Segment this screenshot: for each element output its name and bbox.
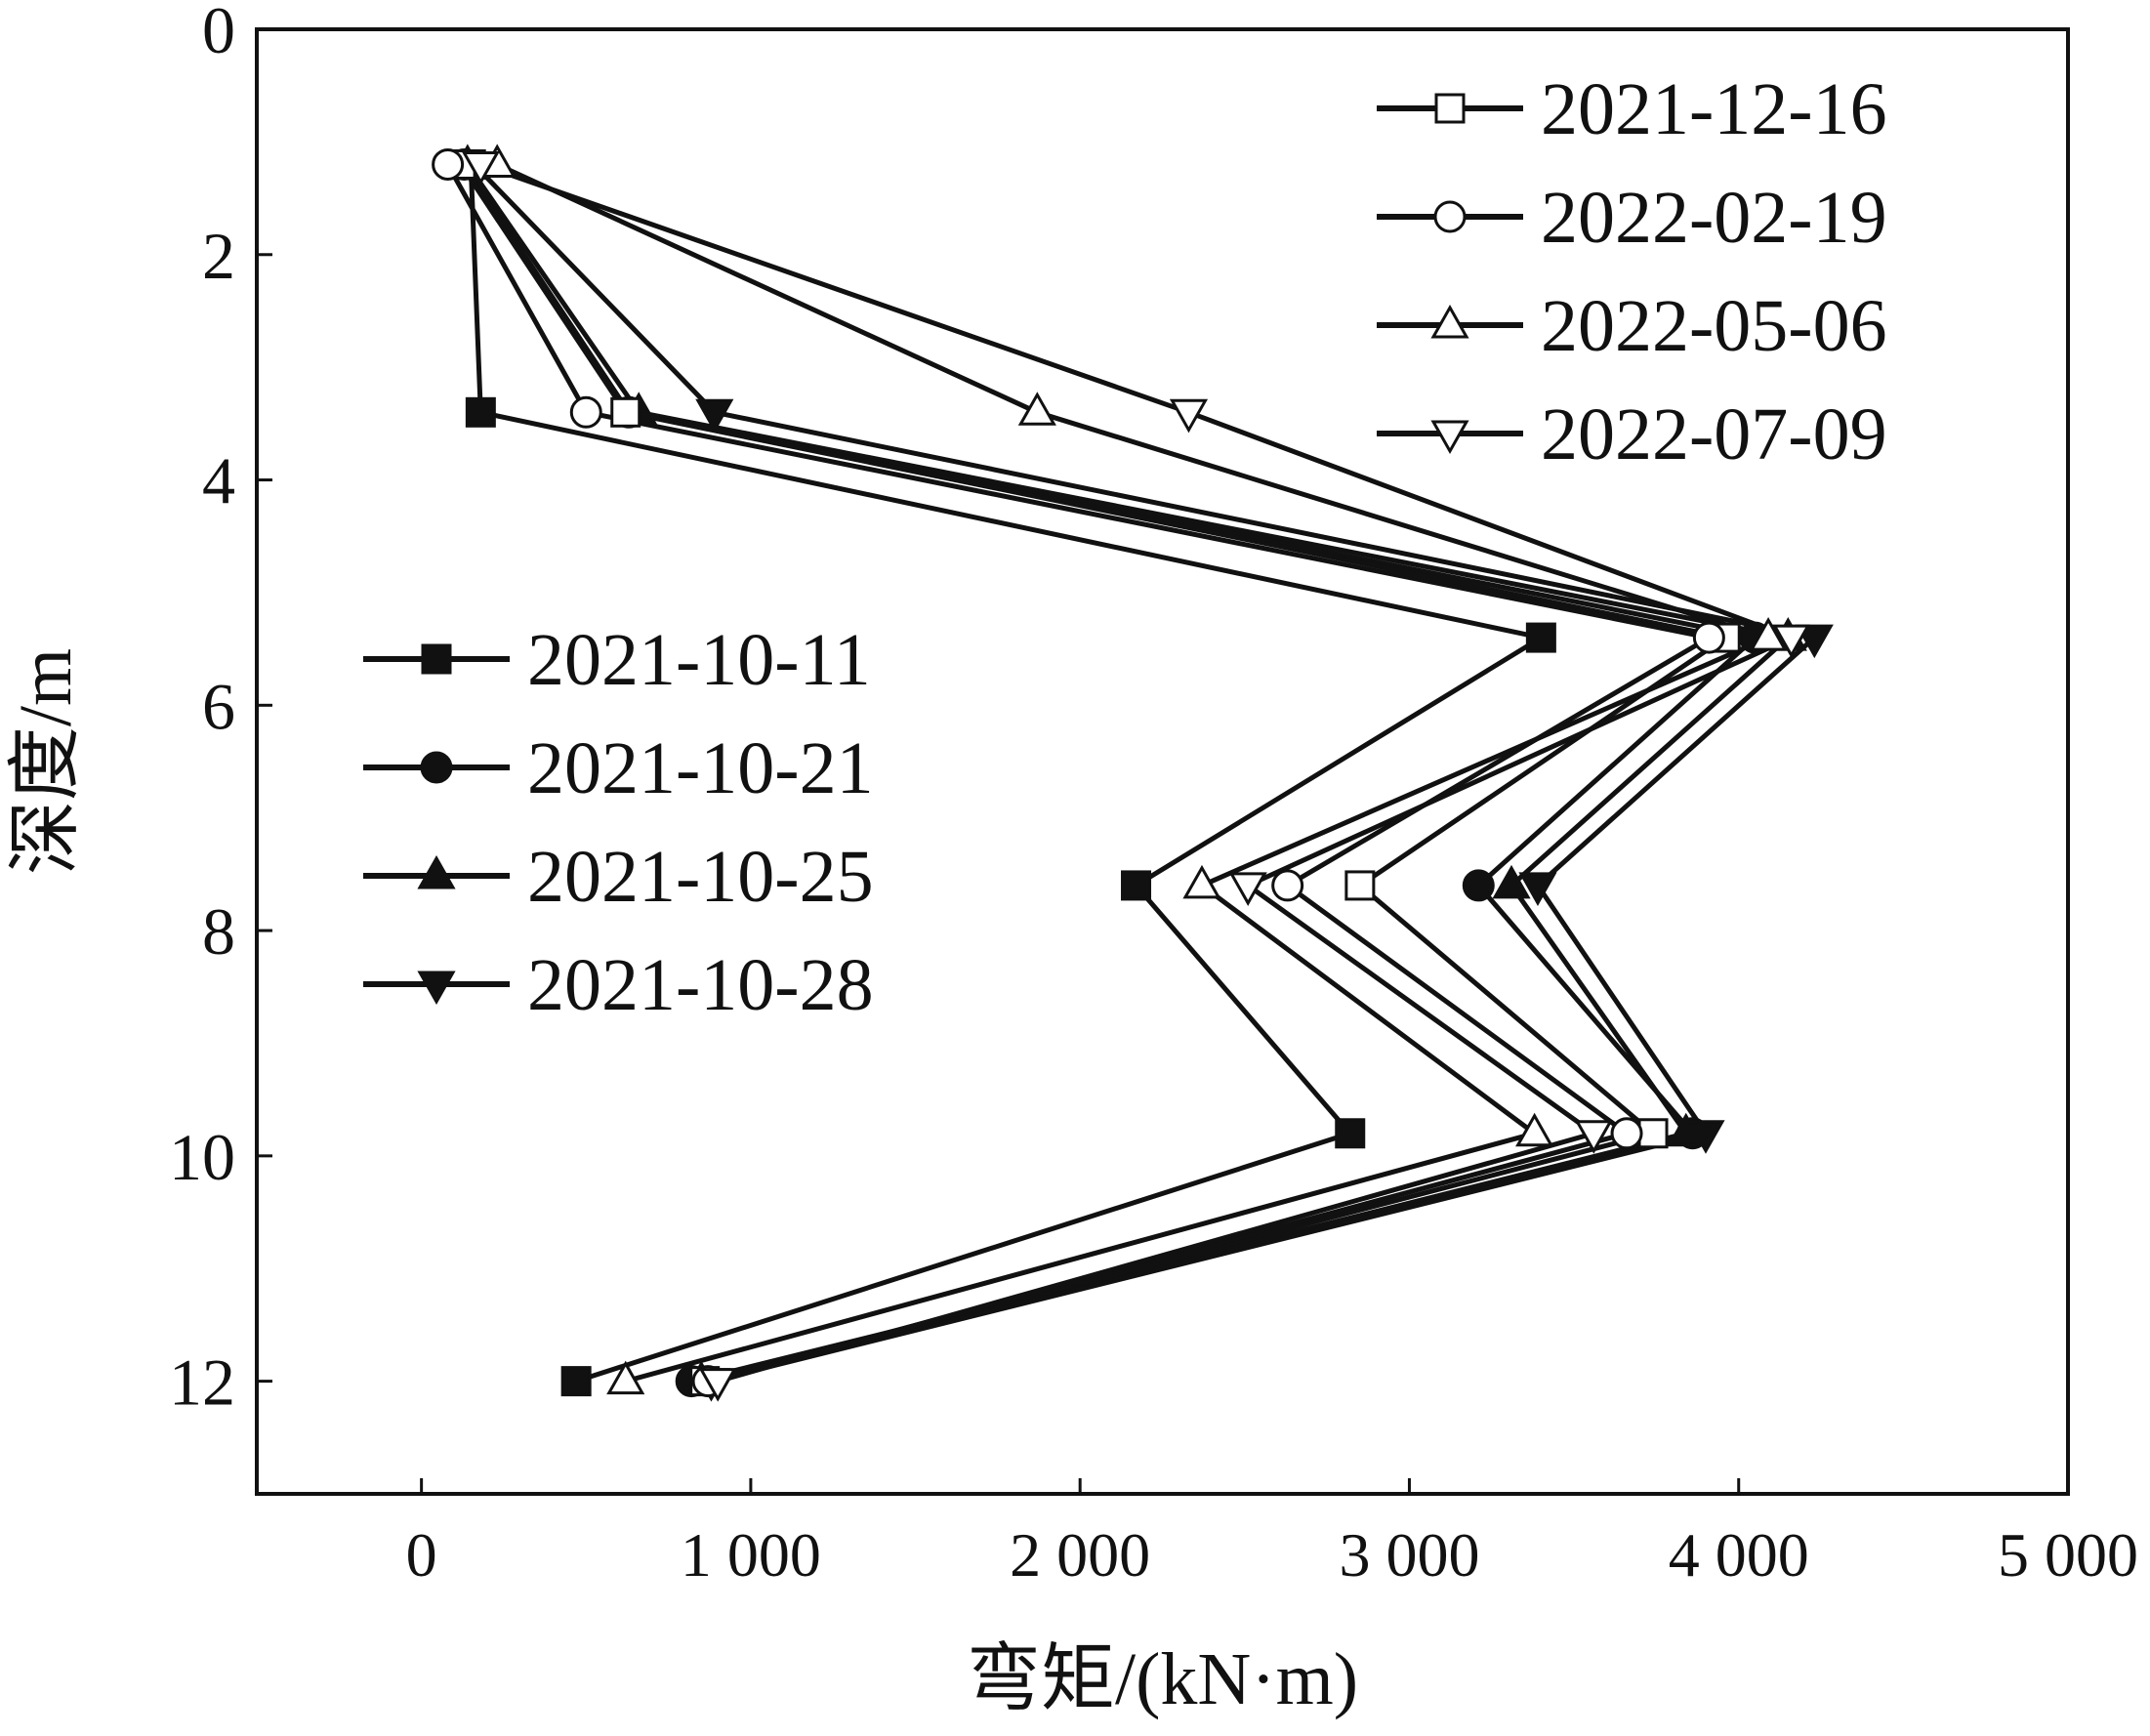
series-point-2022-02-19 <box>1610 1117 1643 1150</box>
legend-label: 2021-10-28 <box>527 944 874 1026</box>
legend-marker-sample <box>420 751 453 784</box>
series-point-2022-02-19 <box>569 395 602 429</box>
series-point-2021-10-11 <box>1525 622 1556 653</box>
y-tick-label: 4 <box>202 444 235 518</box>
y-tick-label: 8 <box>202 894 235 969</box>
series-point-2021-10-11 <box>560 1366 592 1397</box>
legends-layer: 2021-10-11 2021-10-21 2021-10-25 2021-10-28… <box>363 68 1887 1026</box>
legend-top-right: 2021-12-16 2022-02-19 2022-05-06 2022-07-09 <box>1377 68 1887 475</box>
series-point-2022-07-09 <box>1228 872 1267 906</box>
x-tick-label: 0 <box>406 1520 437 1590</box>
legend-marker-sample <box>417 854 456 889</box>
legend-label: 2021-10-21 <box>527 727 874 809</box>
series-line-2022-05-06 <box>496 162 1771 1385</box>
y-tick-label: 0 <box>202 0 235 67</box>
series-point-2021-10-28 <box>1686 1120 1725 1154</box>
y-tick-label: 6 <box>202 669 235 743</box>
x-tick-label: 1 000 <box>681 1520 821 1590</box>
legend-marker-sample <box>421 643 452 675</box>
series-point-2022-07-09 <box>1169 398 1209 434</box>
series-point-2021-10-25 <box>1492 864 1531 899</box>
plot-frame <box>255 27 2070 1496</box>
series-point-2022-07-09 <box>1574 1120 1613 1154</box>
x-tick-label: 5 000 <box>1998 1520 2138 1590</box>
legend-label: 2022-05-06 <box>1541 285 1887 367</box>
axes-layer: 0 1 000 2 000 3 000 4 000 5 000 0 2 4 6 8 10 12 <box>169 0 2138 1590</box>
series-point-2022-05-06 <box>1017 392 1056 426</box>
y-tick-label: 2 <box>202 219 235 293</box>
legend-marker-sample <box>1430 420 1469 455</box>
series-point-2021-12-16 <box>610 396 641 428</box>
series-line-2021-10-25 <box>465 163 1791 1385</box>
legend-marker-sample <box>1433 200 1467 233</box>
y-tick-label: 12 <box>169 1345 235 1420</box>
series-point-2022-07-09 <box>698 1368 737 1402</box>
series-point-2021-10-28 <box>695 398 734 434</box>
series-point-2021-10-11 <box>1335 1118 1366 1149</box>
series-point-2022-02-19 <box>1271 869 1304 902</box>
y-tick-label: 10 <box>169 1120 235 1194</box>
legend-marker-sample <box>417 971 456 1006</box>
series-line-2021-10-11 <box>468 164 1544 1384</box>
series-line-2021-10-28 <box>472 162 1817 1385</box>
legend-marker-sample <box>1434 93 1466 124</box>
legend-middle-left: 2021-10-11 2021-10-21 2021-10-25 2021-10-28 <box>363 619 874 1026</box>
x-tick-label: 2 000 <box>1010 1520 1150 1590</box>
series-point-2022-05-06 <box>1182 864 1221 899</box>
x-tick-label: 4 000 <box>1669 1520 1809 1590</box>
series-point-2021-12-16 <box>1344 870 1376 901</box>
series-point-2021-10-28 <box>1795 624 1834 659</box>
series-point-2021-10-11 <box>465 396 496 428</box>
series-line-2022-07-09 <box>479 162 1795 1385</box>
series-point-2021-10-28 <box>1518 872 1557 906</box>
legend-marker-sample <box>1430 304 1469 339</box>
series-lines-layer <box>445 162 1817 1385</box>
series-point-2021-10-21 <box>1462 869 1495 902</box>
series-point-2022-05-06 <box>1515 1112 1554 1147</box>
series-point-2022-02-19 <box>432 147 465 181</box>
x-tick-label: 3 000 <box>1339 1520 1479 1590</box>
series-point-2022-02-19 <box>1692 621 1725 654</box>
series-point-2022-05-06 <box>606 1360 645 1395</box>
series-line-2021-12-16 <box>459 163 1728 1385</box>
series-point-2021-10-11 <box>1121 870 1152 901</box>
x-axis-label: 弯矩/(kN·m) <box>967 1638 1358 1720</box>
series-markers-layer <box>432 144 1834 1402</box>
legend-label: 2021-12-16 <box>1541 68 1887 150</box>
series-point-2022-07-09 <box>1772 624 1811 659</box>
series-point-2021-12-16 <box>1637 1118 1669 1149</box>
legend-label: 2021-10-11 <box>527 619 871 701</box>
legend-label: 2022-07-09 <box>1541 393 1887 475</box>
series-line-2022-02-19 <box>445 163 1712 1385</box>
series-point-2022-05-06 <box>1749 617 1788 651</box>
y-axis-label: 深度/m <box>5 648 87 875</box>
legend-label: 2021-10-25 <box>527 836 874 918</box>
legend-label: 2022-02-19 <box>1541 177 1887 259</box>
series-point-2022-07-09 <box>461 150 500 186</box>
